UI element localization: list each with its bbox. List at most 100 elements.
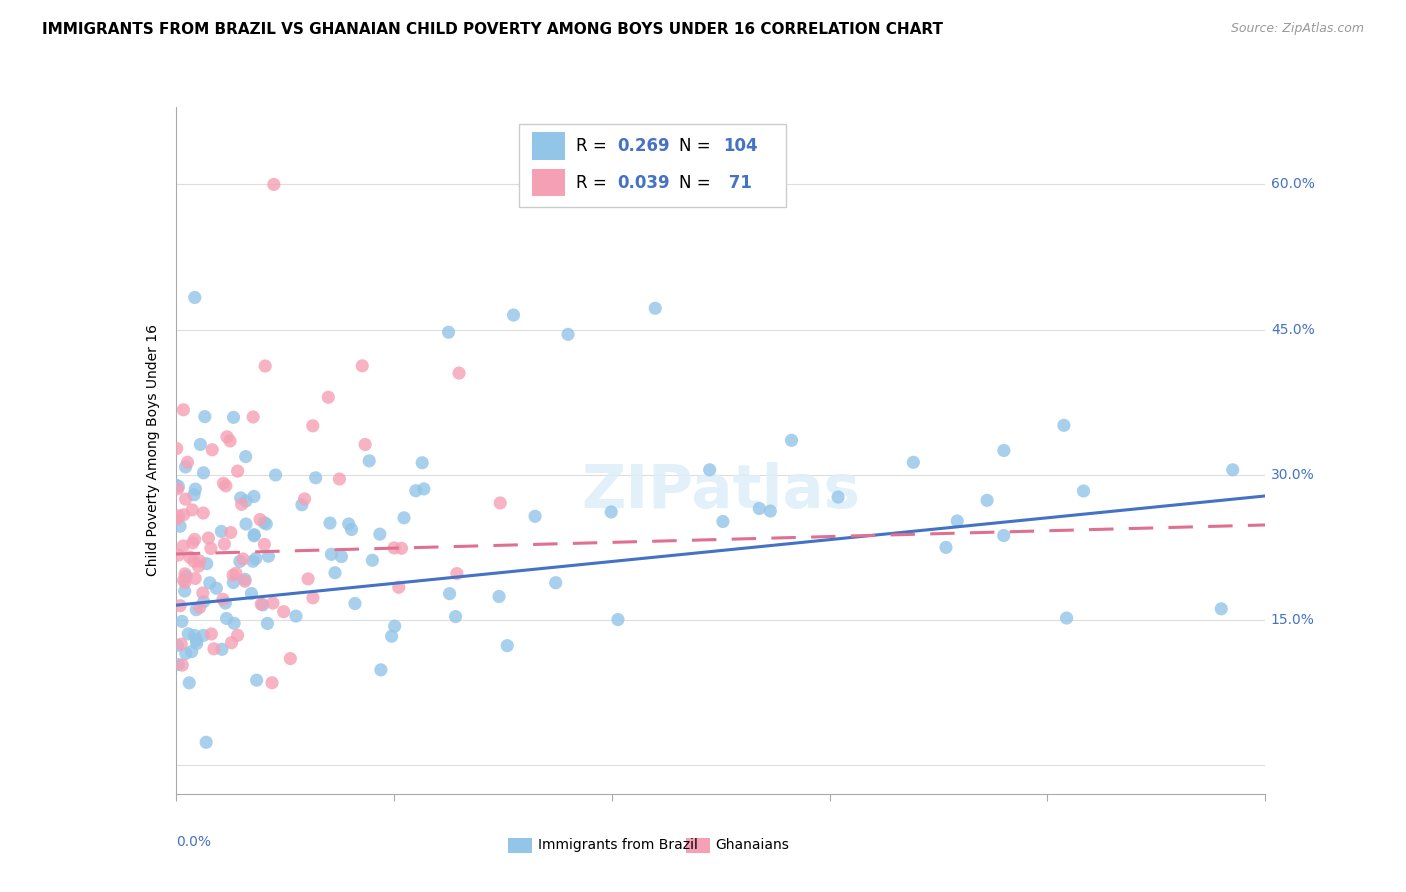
Point: [412, 482, 434, 496]
Point: [205, 581, 228, 595]
Point: [748, 501, 770, 516]
Point: [167, 548, 190, 562]
Point: [173, 508, 195, 522]
Point: [976, 493, 998, 508]
Point: [201, 442, 224, 457]
Point: [946, 514, 969, 528]
Point: [1053, 418, 1076, 433]
Point: [233, 574, 256, 589]
Point: [242, 409, 264, 424]
Point: [173, 584, 195, 599]
Point: [1222, 463, 1244, 477]
Point: [305, 471, 328, 485]
Text: Source: ZipAtlas.com: Source: ZipAtlas.com: [1230, 22, 1364, 36]
Point: [172, 402, 194, 417]
Point: [231, 497, 253, 511]
Point: [382, 541, 405, 555]
Text: N =: N =: [679, 137, 716, 155]
Point: [176, 455, 198, 469]
Point: [214, 537, 236, 551]
Point: [215, 479, 238, 493]
Point: [301, 418, 323, 433]
Point: [607, 613, 630, 627]
Point: [186, 632, 208, 647]
Point: [197, 531, 219, 545]
Point: [215, 430, 238, 444]
Point: [285, 609, 308, 624]
Point: [184, 482, 207, 496]
Text: 45.0%: 45.0%: [1271, 323, 1315, 336]
Point: [392, 510, 415, 524]
Point: [219, 434, 242, 448]
Point: [253, 516, 276, 530]
Point: [264, 468, 287, 483]
Point: [193, 466, 215, 480]
Point: [711, 515, 734, 529]
Point: [214, 596, 236, 610]
Point: [190, 437, 212, 451]
Point: [1056, 611, 1078, 625]
Point: [166, 442, 188, 456]
Point: [187, 559, 209, 574]
Point: [340, 523, 363, 537]
Point: [169, 599, 191, 613]
FancyBboxPatch shape: [519, 124, 786, 207]
Point: [254, 359, 277, 373]
Point: [446, 566, 468, 581]
Point: [354, 437, 377, 451]
Point: [202, 641, 225, 656]
Point: [359, 454, 381, 468]
Point: [222, 575, 245, 590]
Point: [361, 553, 384, 567]
Point: [903, 455, 925, 469]
Point: [174, 575, 197, 590]
Point: [235, 516, 257, 531]
Text: Ghanaians: Ghanaians: [716, 838, 789, 853]
Point: [225, 566, 247, 581]
Point: [186, 636, 208, 650]
Point: [699, 463, 721, 477]
Point: [294, 491, 316, 506]
Text: IMMIGRANTS FROM BRAZIL VS GHANAIAN CHILD POVERTY AMONG BOYS UNDER 16 CORRELATION: IMMIGRANTS FROM BRAZIL VS GHANAIAN CHILD…: [42, 22, 943, 37]
Point: [447, 366, 470, 380]
Point: [177, 627, 200, 641]
Point: [249, 512, 271, 526]
Text: 15.0%: 15.0%: [1271, 613, 1315, 627]
Point: [174, 566, 197, 581]
Text: Immigrants from Brazil: Immigrants from Brazil: [537, 838, 697, 853]
Point: [257, 549, 280, 564]
Point: [209, 524, 232, 539]
Point: [211, 642, 233, 657]
Point: [184, 571, 207, 585]
Point: [184, 290, 207, 304]
Point: [221, 635, 243, 649]
Point: [167, 479, 190, 493]
Point: [323, 566, 346, 580]
Point: [233, 573, 256, 587]
Point: [263, 178, 285, 192]
Y-axis label: Child Poverty Among Boys Under 16: Child Poverty Among Boys Under 16: [146, 325, 160, 576]
Point: [186, 603, 208, 617]
Point: [524, 509, 547, 524]
Point: [302, 591, 325, 605]
Point: [368, 527, 391, 541]
Text: 30.0%: 30.0%: [1271, 467, 1315, 482]
Point: [246, 673, 269, 688]
Point: [262, 596, 284, 610]
Point: [222, 568, 245, 582]
Point: [166, 482, 188, 496]
Text: 0.039: 0.039: [617, 174, 669, 192]
Point: [166, 512, 188, 526]
Point: [174, 492, 197, 507]
Point: [273, 605, 295, 619]
Text: R =: R =: [575, 174, 612, 192]
Point: [993, 443, 1015, 458]
Point: [188, 554, 211, 568]
Point: [183, 533, 205, 547]
Point: [226, 464, 249, 478]
Point: [644, 301, 666, 316]
Point: [229, 554, 252, 568]
Point: [170, 637, 193, 651]
Bar: [686, 838, 710, 853]
Point: [167, 657, 190, 672]
